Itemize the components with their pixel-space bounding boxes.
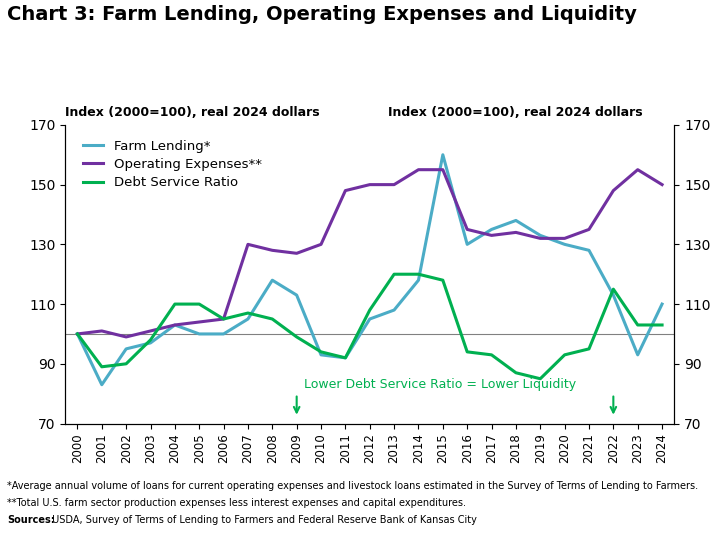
Text: Chart 3: Farm Lending, Operating Expenses and Liquidity: Chart 3: Farm Lending, Operating Expense… bbox=[7, 5, 637, 24]
Text: Index (2000=100), real 2024 dollars: Index (2000=100), real 2024 dollars bbox=[65, 106, 320, 119]
Legend: Farm Lending*, Operating Expenses**, Debt Service Ratio: Farm Lending*, Operating Expenses**, Deb… bbox=[78, 135, 267, 194]
Text: Index (2000=100), real 2024 dollars: Index (2000=100), real 2024 dollars bbox=[388, 106, 642, 119]
Text: *Average annual volume of loans for current operating expenses and livestock loa: *Average annual volume of loans for curr… bbox=[7, 481, 698, 490]
Text: **Total U.S. farm sector production expenses less interest expenses and capital : **Total U.S. farm sector production expe… bbox=[7, 498, 466, 508]
Text: Lower Debt Service Ratio = Lower Liquidity: Lower Debt Service Ratio = Lower Liquidi… bbox=[304, 378, 576, 391]
Text: USDA, Survey of Terms of Lending to Farmers and Federal Reserve Bank of Kansas C: USDA, Survey of Terms of Lending to Farm… bbox=[49, 515, 477, 525]
Text: Sources:: Sources: bbox=[7, 515, 55, 525]
